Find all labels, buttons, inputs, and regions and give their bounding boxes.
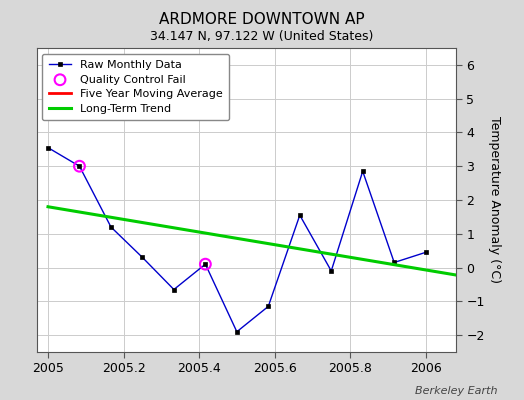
Raw Monthly Data xyxy=(108,225,114,230)
Legend: Raw Monthly Data, Quality Control Fail, Five Year Moving Average, Long-Term Tren: Raw Monthly Data, Quality Control Fail, … xyxy=(42,54,230,120)
Raw Monthly Data xyxy=(202,262,209,266)
Y-axis label: Temperature Anomaly (°C): Temperature Anomaly (°C) xyxy=(488,116,501,284)
Raw Monthly Data xyxy=(171,287,177,292)
Raw Monthly Data xyxy=(139,255,146,260)
Line: Raw Monthly Data: Raw Monthly Data xyxy=(46,146,428,334)
Raw Monthly Data xyxy=(297,213,303,218)
Raw Monthly Data xyxy=(422,250,429,255)
Raw Monthly Data xyxy=(328,268,334,273)
Text: ARDMORE DOWNTOWN AP: ARDMORE DOWNTOWN AP xyxy=(159,12,365,27)
Quality Control Fail xyxy=(75,163,84,170)
Raw Monthly Data xyxy=(359,169,366,174)
Raw Monthly Data xyxy=(45,145,51,150)
Raw Monthly Data xyxy=(391,260,397,265)
Quality Control Fail xyxy=(201,261,210,267)
Raw Monthly Data xyxy=(77,164,83,169)
Text: 34.147 N, 97.122 W (United States): 34.147 N, 97.122 W (United States) xyxy=(150,30,374,43)
Raw Monthly Data xyxy=(234,329,240,334)
Text: Berkeley Earth: Berkeley Earth xyxy=(416,386,498,396)
Raw Monthly Data xyxy=(265,304,271,309)
